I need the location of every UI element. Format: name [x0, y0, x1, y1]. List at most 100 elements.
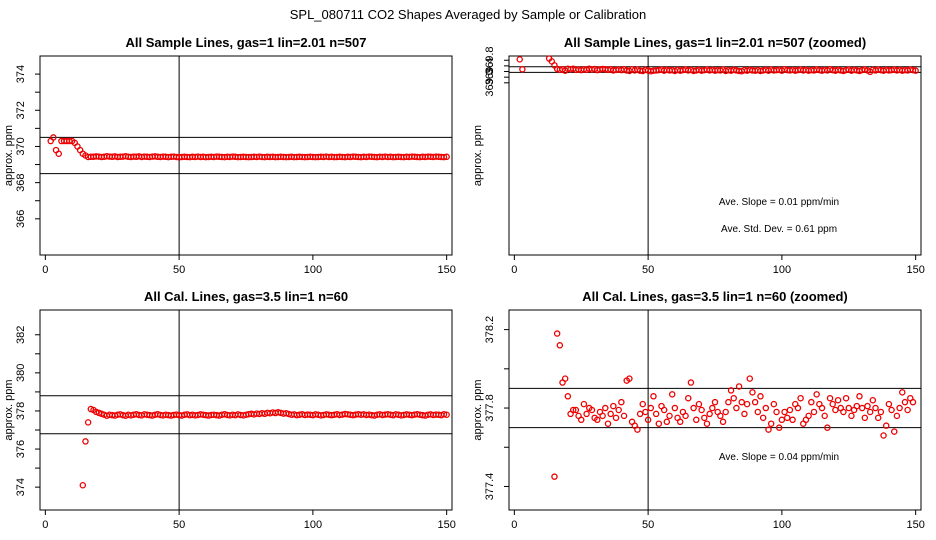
data-point — [577, 416, 585, 424]
data-point — [84, 419, 92, 426]
data-point — [794, 404, 802, 412]
data-point — [604, 420, 612, 427]
data-point — [684, 394, 692, 402]
data-point — [901, 398, 909, 406]
data-point — [874, 414, 882, 422]
data-point — [594, 416, 601, 424]
data-point — [770, 400, 778, 408]
data-point — [615, 406, 622, 414]
data-point — [612, 414, 620, 422]
x-tick-label: 50 — [642, 264, 654, 276]
data-point — [79, 481, 87, 489]
annotation-text: Ave. Std. Dev. = 0.61 ppm — [721, 224, 837, 235]
data-point — [829, 400, 836, 408]
panel-4: All Cal. Lines, gas=3.5 lin=1 n=60 (zoom… — [472, 289, 925, 531]
data-point — [620, 412, 628, 420]
data-point — [864, 402, 871, 410]
plot-frame — [508, 309, 922, 511]
data-point — [810, 408, 818, 416]
data-point — [687, 379, 695, 386]
y-tick-label: 380 — [15, 364, 27, 382]
data-point — [773, 408, 780, 416]
data-point — [813, 391, 820, 398]
panel-title: All Cal. Lines, gas=3.5 lin=1 n=60 (zoom… — [582, 289, 848, 304]
data-point — [443, 153, 450, 161]
data-point — [717, 412, 724, 420]
data-point — [730, 394, 737, 402]
x-tick-label: 0 — [42, 519, 48, 531]
data-point — [663, 418, 671, 426]
data-point — [556, 342, 564, 349]
data-point — [896, 404, 903, 412]
data-point — [50, 134, 57, 141]
data-point — [440, 410, 448, 418]
data-point — [551, 473, 558, 480]
data-point — [634, 426, 641, 433]
data-point — [443, 411, 450, 419]
data-point — [610, 402, 617, 410]
data-point — [655, 420, 663, 427]
y-tick-label: 377.4 — [484, 473, 496, 501]
data-point — [832, 406, 839, 414]
annotation-text: Ave. Slope = 0.01 ppm/min — [719, 197, 839, 208]
data-point — [805, 412, 812, 420]
data-point — [618, 398, 625, 406]
data-point — [599, 412, 606, 420]
panel-title: All Sample Lines, gas=1 lin=2.01 n=507 (… — [564, 35, 866, 50]
data-point — [82, 438, 89, 445]
y-tick-label: 382 — [15, 326, 27, 344]
data-point — [840, 408, 847, 416]
data-point — [698, 406, 705, 414]
x-tick-label: 150 — [906, 264, 924, 276]
data-point — [885, 400, 893, 408]
data-point — [872, 404, 879, 412]
y-tick-label: 376 — [15, 440, 27, 458]
data-point — [516, 56, 523, 63]
data-point — [842, 394, 850, 402]
x-tick-label: 150 — [437, 264, 455, 276]
data-point — [660, 406, 668, 414]
figure-title: SPL_080711 CO2 Shapes Averaged by Sample… — [290, 7, 647, 22]
data-point — [880, 432, 887, 439]
data-point — [824, 424, 831, 431]
y-tick-label: 374 — [15, 478, 27, 496]
x-tick-label: 100 — [773, 519, 791, 531]
x-tick-label: 0 — [42, 264, 48, 276]
data-point — [642, 408, 649, 416]
data-point — [888, 406, 895, 414]
x-tick-label: 50 — [173, 264, 185, 276]
data-point — [711, 398, 719, 406]
data-point — [519, 66, 526, 73]
y-tick-label: 378 — [15, 402, 27, 420]
data-point — [650, 393, 657, 400]
data-point — [789, 416, 796, 424]
data-point — [569, 406, 577, 414]
data-point — [856, 393, 863, 400]
data-point — [743, 400, 751, 408]
data-point — [626, 375, 633, 382]
data-point — [866, 408, 874, 416]
y-tick-label: 370 — [15, 137, 27, 155]
data-point — [636, 410, 644, 418]
data-point — [709, 404, 716, 412]
panel-2: All Sample Lines, gas=1 lin=2.01 n=507 (… — [472, 35, 925, 276]
data-point — [909, 66, 917, 74]
y-tick-label: 377.8 — [484, 394, 496, 422]
data-point — [738, 398, 746, 406]
x-tick-label: 100 — [304, 264, 322, 276]
data-point — [754, 408, 762, 416]
plot-frame — [39, 309, 453, 511]
data-point — [671, 404, 679, 412]
x-tick-label: 50 — [173, 519, 185, 531]
data-point — [652, 410, 660, 418]
data-point — [882, 422, 890, 429]
annotation-text: Ave. Slope = 0.04 ppm/min — [719, 452, 839, 463]
data-point — [781, 408, 788, 416]
data-point — [735, 383, 743, 390]
data-point — [583, 410, 590, 418]
data-point — [647, 404, 655, 412]
data-point — [909, 398, 917, 406]
data-point — [759, 414, 767, 422]
y-tick-label: 369.4 — [484, 58, 496, 86]
data-point — [757, 393, 764, 400]
